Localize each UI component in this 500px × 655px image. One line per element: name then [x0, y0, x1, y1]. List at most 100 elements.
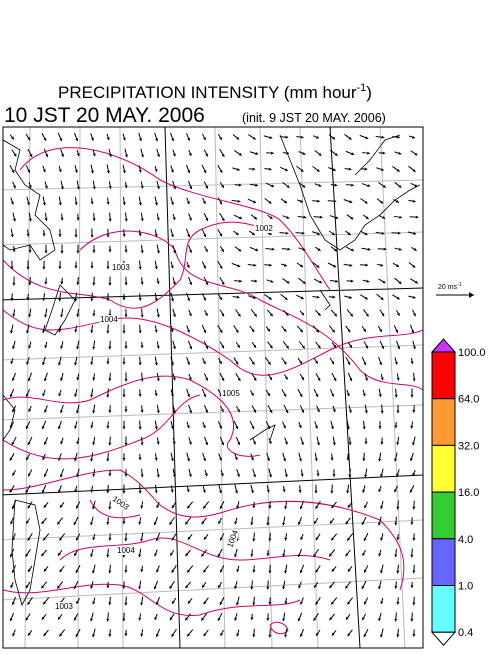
wind-arrowhead: [266, 553, 269, 556]
wind-arrowhead: [252, 602, 255, 605]
colorbar-segment: [432, 539, 455, 586]
wind-arrowhead: [412, 634, 415, 637]
wind-arrowhead: [382, 136, 385, 139]
wind-arrowhead: [349, 168, 352, 171]
wind-arrowhead: [108, 410, 111, 413]
vector-scale-text: 20 ms: [438, 284, 458, 291]
wind-arrowhead: [106, 426, 109, 429]
wind-arrowhead: [254, 264, 257, 267]
wind-arrowhead: [141, 345, 144, 348]
wind-arrowhead: [287, 248, 290, 251]
wind-arrowhead: [124, 538, 127, 541]
title: PRECIPITATION INTENSITY (mm hour-1): [58, 82, 372, 102]
wind-arrowhead: [124, 633, 127, 636]
wind-arrowhead: [303, 216, 306, 219]
wind-arrowhead: [106, 585, 109, 588]
wind-arrowhead: [365, 264, 368, 267]
wind-arrowhead: [92, 283, 95, 286]
wind-arrowhead: [106, 522, 109, 525]
wind-arrowhead: [412, 602, 415, 605]
wind-arrowhead: [367, 152, 370, 155]
wind-arrowhead: [250, 554, 253, 557]
wind-arrowhead: [251, 490, 254, 493]
contour-label: 1004: [100, 315, 118, 324]
wind-arrowhead: [250, 617, 253, 620]
contour-label: 1002: [255, 224, 273, 233]
wind-arrowhead: [362, 458, 365, 461]
wind-arrowhead: [138, 457, 141, 460]
wind-arrowhead: [237, 296, 240, 299]
wind-arrowhead: [320, 216, 323, 219]
colorbar-segment: [432, 492, 455, 539]
contour-label: 1005: [222, 389, 240, 398]
wind-arrowhead: [349, 296, 352, 299]
wind-arrowhead: [252, 505, 255, 508]
wind-arrowhead: [90, 266, 93, 269]
wind-arrowhead: [254, 280, 257, 283]
wind-arrowhead: [106, 266, 109, 269]
wind-arrowhead: [139, 298, 142, 301]
wind-arrowhead: [59, 234, 62, 237]
wind-arrowhead: [412, 570, 415, 573]
wind-arrowhead: [44, 251, 47, 254]
wind-arrowhead: [141, 474, 144, 477]
wind-arrowhead: [106, 331, 109, 334]
vector-scale: 20 ms-1: [436, 282, 474, 298]
colorbar-label: 32.0: [458, 440, 479, 452]
wind-arrowhead: [107, 202, 110, 205]
wind-arrowhead: [332, 474, 335, 477]
wind-arrowhead: [299, 490, 302, 493]
colorbar-label: 0.4: [458, 627, 473, 639]
wind-arrowhead: [410, 395, 413, 398]
wind-arrowhead: [394, 522, 397, 525]
wind-arrowhead: [108, 602, 111, 605]
colorbar-top-triangle: [432, 339, 455, 352]
wind-arrowhead: [74, 266, 77, 269]
wind-arrowhead: [108, 283, 111, 286]
colorbar-label: 100.0: [458, 347, 486, 359]
wind-arrowhead: [252, 634, 255, 637]
wind-arrowhead: [266, 618, 269, 621]
wind-arrowhead: [106, 361, 109, 364]
colorbar-label: 1.0: [458, 581, 473, 593]
wind-arrowhead: [108, 507, 111, 510]
wind-arrowhead: [252, 539, 255, 542]
wind-arrowhead: [351, 280, 354, 283]
wind-arrowhead: [412, 538, 415, 541]
wind-arrowhead: [124, 346, 127, 349]
wind-arrowhead: [412, 410, 415, 413]
wind-arrowhead: [90, 299, 93, 302]
contour-label: 1003: [112, 263, 130, 272]
wind-arrowhead: [106, 555, 109, 558]
wind-arrowhead: [395, 395, 398, 398]
wind-arrowhead: [331, 458, 334, 461]
colorbar-label: 64.0: [458, 394, 479, 406]
wind-arrowhead: [394, 619, 397, 622]
wind-arrowhead: [252, 570, 255, 573]
wind-arrowhead: [124, 409, 127, 412]
wind-arrowhead: [124, 570, 127, 573]
wind-arrowhead: [349, 442, 352, 445]
title-close: ): [366, 83, 372, 102]
wind-arrowhead: [412, 507, 415, 510]
wind-arrowhead: [363, 427, 366, 430]
wind-arrowhead: [333, 296, 336, 299]
title-superscript: -1: [357, 82, 367, 94]
colorbar-segment: [432, 352, 455, 399]
wind-arrowhead: [378, 426, 381, 429]
wind-arrowhead: [122, 362, 125, 365]
wind-arrowhead: [122, 297, 125, 300]
wind-arrowhead: [107, 235, 110, 238]
wind-arrowhead: [397, 136, 400, 139]
wind-arrowhead: [362, 490, 365, 493]
title-text: PRECIPITATION INTENSITY (mm hour: [58, 83, 357, 102]
wind-arrowhead: [139, 427, 142, 430]
wind-arrowhead: [396, 411, 399, 414]
wind-arrowhead: [122, 331, 125, 334]
wind-arrowhead: [286, 136, 289, 139]
wind-arrowhead: [381, 411, 384, 414]
wind-arrowhead: [141, 315, 144, 318]
wind-arrowhead: [272, 248, 275, 251]
valid-time: 10 JST 20 MAY. 2006: [4, 104, 205, 127]
wind-arrowhead: [351, 184, 354, 187]
